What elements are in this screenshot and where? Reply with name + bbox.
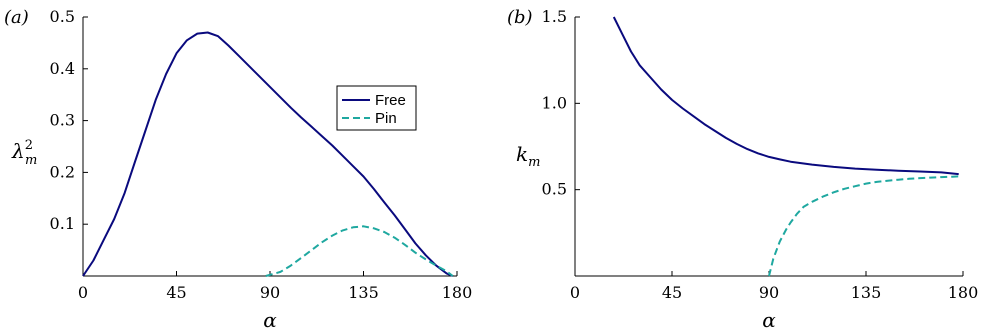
panel-b-label: (b): [507, 7, 533, 28]
panel-a-label: (a): [4, 7, 29, 28]
panel-b-x-tick-label: 45: [662, 283, 682, 302]
panel-a-y-tick-label: 0.4: [50, 59, 75, 78]
panel-a-x-tick-label: 45: [166, 283, 186, 302]
panel-a-x-tick-label: 180: [442, 283, 473, 302]
panel-b-y-tick-label: 1.5: [542, 7, 567, 26]
panel-b-x-tick-label: 135: [851, 283, 882, 302]
panel-a-legend-label-pin: Pin: [375, 110, 397, 127]
panel-b-x-tick-label: 180: [948, 283, 979, 302]
panel-a-y-label-sup: 2: [25, 138, 33, 153]
panel-a-legend-label-free: Free: [375, 92, 406, 109]
panel-a-y-tick-label: 0.3: [50, 111, 75, 130]
panel-b-series-free: [612, 16, 959, 176]
panel-a-y-tick-label: 0.1: [50, 214, 75, 233]
panel-b-y-axis-label: km: [516, 142, 540, 170]
panel-b-y-label-sub: m: [528, 155, 540, 170]
panel-a-y-label-main: λ: [11, 139, 25, 163]
panel-a-series-free: [82, 31, 454, 277]
panel-a-series-pin: [265, 225, 454, 277]
panel-b-y-tick-label: 1.0: [542, 93, 567, 112]
panel-b-series-pin: [768, 175, 959, 277]
panel-a-x-tick-label: 0: [78, 283, 88, 302]
panel-b-y-tick-label: 0.5: [542, 180, 567, 199]
panel-a-y-axis-label: λ2 m: [11, 138, 37, 168]
panel-b-x-tick-label: 90: [759, 283, 779, 302]
panel-a-y-tick-label: 0.2: [50, 162, 75, 181]
panel-a-legend: [336, 85, 417, 131]
panel-a-y-label-sub: m: [25, 153, 37, 168]
panel-a-x-tick-label: 90: [260, 283, 280, 302]
panel-b-y-label-main: k: [516, 142, 528, 166]
panel-a: (a) λ2 m α 0 45 90 135 180 0.1 0.2 0.3 0.4 0.5 Free…: [4, 7, 472, 332]
panel-a-y-tick-label: 0.5: [50, 7, 75, 26]
panel-b: (b) km α 0 45 90 135 180 0.5 1.0 1.5: [507, 7, 978, 332]
panel-b-x-axis-label: α: [762, 308, 776, 332]
panel-b-x-tick-label: 0: [570, 283, 580, 302]
panel-a-x-tick-label: 135: [348, 283, 379, 302]
panel-a-x-axis-label: α: [263, 308, 277, 332]
